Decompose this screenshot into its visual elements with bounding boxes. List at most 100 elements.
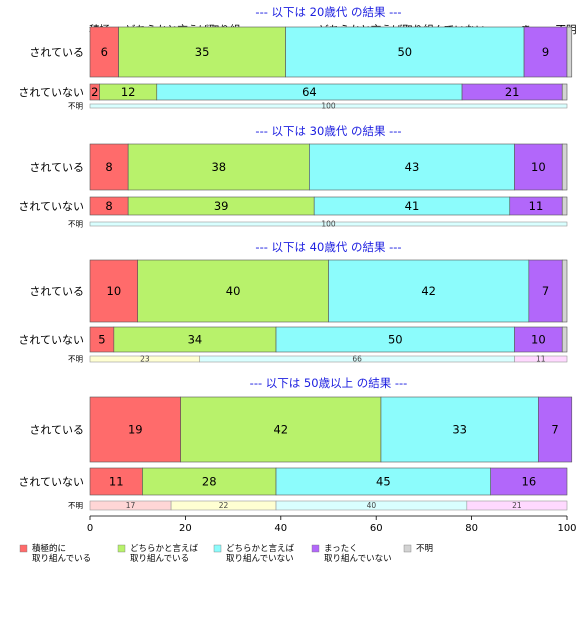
bar-segment	[490, 467, 568, 496]
bar-segment	[89, 221, 568, 227]
data-label: 22	[219, 501, 229, 510]
data-label: 19	[128, 423, 143, 437]
data-label: 11	[536, 355, 546, 364]
bar-segment	[561, 259, 568, 323]
data-label: 41	[405, 199, 420, 213]
data-label: 2	[91, 85, 98, 99]
bar-segment	[328, 259, 530, 323]
bar-segment	[89, 26, 119, 78]
row-label: 不明	[68, 102, 83, 111]
bar-segment	[285, 26, 525, 78]
data-label: 33	[452, 423, 467, 437]
data-label: 34	[188, 333, 203, 347]
legend-label: 取り組んでいない	[324, 553, 392, 564]
bar-segment	[137, 259, 329, 323]
bar-segment	[180, 396, 382, 463]
data-label: 43	[405, 160, 420, 174]
data-label: 21	[505, 85, 520, 99]
bar-segment	[514, 326, 563, 353]
data-label: 9	[542, 45, 549, 59]
bar-segment	[523, 26, 568, 78]
bar-segment	[89, 143, 129, 191]
legend-label: 取り組んでいる	[32, 553, 91, 564]
bar-segment	[89, 467, 143, 496]
row-label: されていない	[18, 476, 84, 489]
row-label: されていない	[18, 200, 84, 213]
data-label: 50	[388, 333, 403, 347]
data-label: 10	[531, 160, 546, 174]
legend-label: 積極的に	[32, 543, 66, 554]
row-label: 不明	[68, 220, 83, 229]
data-label: 45	[376, 475, 391, 489]
group-title: --- 以下は 40歳代 の結果 ---	[255, 240, 401, 254]
data-label: 11	[109, 475, 124, 489]
data-label: 40	[226, 284, 241, 298]
data-label: 17	[126, 501, 136, 510]
bar-segment	[275, 467, 491, 496]
data-label: 42	[273, 423, 288, 437]
bar-segment	[127, 143, 310, 191]
bar-segment	[561, 143, 568, 191]
data-label: 11	[529, 199, 544, 213]
data-label: 7	[551, 423, 558, 437]
legend-swatch	[403, 544, 412, 553]
bar-segment	[89, 396, 181, 463]
data-label: 100	[321, 102, 336, 111]
data-label: 40	[367, 501, 377, 510]
bar-segment	[89, 103, 568, 109]
bar-segment	[561, 83, 568, 101]
row-label: されている	[29, 46, 84, 59]
x-tick-label: 60	[370, 523, 383, 534]
legend-label: 取り組んでいない	[226, 553, 294, 564]
bar-segment	[113, 326, 277, 353]
data-label: 28	[202, 475, 217, 489]
data-label: 64	[302, 85, 317, 99]
bar-segment	[466, 500, 568, 511]
data-label: 8	[105, 160, 112, 174]
bar-segment	[514, 355, 568, 363]
data-label: 8	[105, 199, 112, 213]
row-label: されている	[29, 285, 84, 298]
x-tick-label: 40	[274, 523, 287, 534]
legend-label: まったく	[324, 544, 358, 554]
data-label: 10	[107, 284, 122, 298]
row-label: されていない	[18, 86, 84, 99]
data-label: 12	[121, 85, 136, 99]
data-label: 42	[421, 284, 436, 298]
data-label: 50	[397, 45, 412, 59]
bar-segment	[118, 26, 286, 78]
bar-segment	[561, 196, 568, 216]
x-tick-label: 100	[557, 523, 576, 534]
legend-swatch	[311, 544, 320, 553]
bar-segment	[514, 143, 563, 191]
bar-segment	[566, 26, 573, 78]
bar-segment	[89, 259, 139, 323]
legend-swatch	[117, 544, 126, 553]
legend-swatch	[213, 544, 222, 553]
row-label: されている	[29, 424, 84, 437]
x-tick-label: 20	[179, 523, 192, 534]
data-label: 6	[101, 45, 108, 59]
legend-swatch	[19, 544, 28, 553]
bar-segment	[309, 143, 515, 191]
group-title: --- 以下は 30歳代 の結果 ---	[255, 124, 401, 138]
data-label: 5	[98, 333, 105, 347]
bar-segment	[561, 326, 568, 353]
data-label: 21	[512, 501, 522, 510]
data-label: 35	[195, 45, 210, 59]
x-tick-label: 0	[87, 523, 93, 534]
data-label: 66	[352, 355, 362, 364]
bar-segment	[538, 396, 573, 463]
data-label: 23	[140, 355, 150, 364]
bar-segment	[528, 259, 563, 323]
group-title: --- 以下は 20歳代 の結果 ---	[255, 5, 401, 19]
bar-segment	[275, 326, 515, 353]
data-label: 100	[321, 220, 336, 229]
data-label: 16	[522, 475, 537, 489]
legend-label: 不明	[416, 544, 433, 554]
x-tick-label: 80	[465, 523, 478, 534]
data-label: 39	[214, 199, 229, 213]
group-title: --- 以下は 50歳以上 の結果 ---	[250, 376, 408, 390]
data-label: 10	[531, 333, 546, 347]
